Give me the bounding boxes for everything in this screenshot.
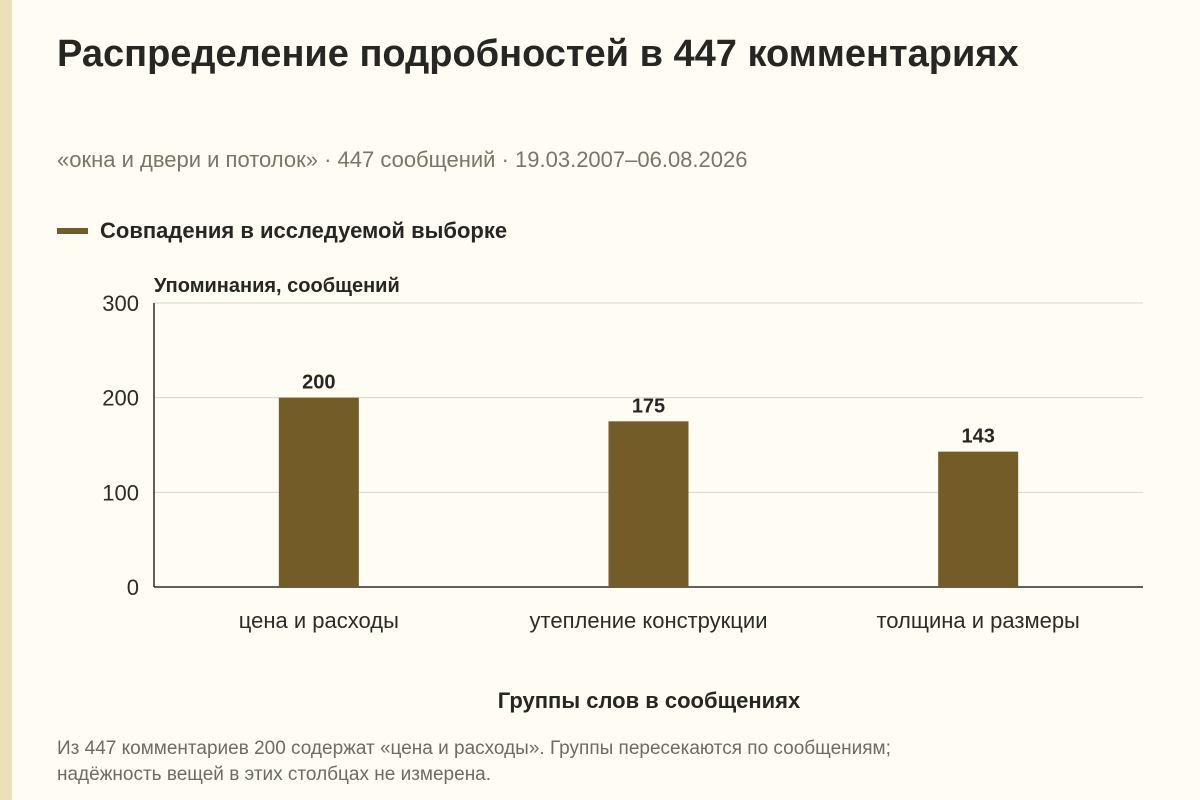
legend-swatch [57,228,88,234]
data-label: 200 [302,372,335,394]
y-tick-label: 100 [102,480,139,505]
legend: Совпадения в исследуемой выборке [57,218,507,244]
data-label: 175 [632,395,665,417]
bar [938,451,1019,587]
x-tick-label: цена и расходы [239,608,399,633]
y-tick-label: 200 [102,386,139,411]
x-tick-label: толщина и размеры [876,608,1079,633]
y-tick-label: 300 [102,291,139,316]
bar [278,397,359,587]
chart-subtitle: «окна и двери и потолок» · 447 сообщений… [57,147,748,172]
x-axis-label: Группы слов в сообщениях [498,688,801,713]
caption-line-1: Из 447 комментариев 200 содержат «цена и… [57,738,891,759]
bar [608,421,689,587]
chart-caption: Из 447 комментариев 200 содержат «цена и… [57,736,1157,788]
chart-title: Распределение подробностей в 447 коммент… [57,33,1019,75]
caption-line-2: надёжность вещей в этих столбцах не изме… [57,764,492,785]
data-label: 143 [961,426,994,448]
y-tick-label: 0 [127,575,139,600]
legend-label: Совпадения в исследуемой выборке [100,218,508,243]
y-axis-label: Упоминания, сообщений [154,275,400,297]
x-tick-label: утепление конструкции [530,608,768,633]
left-accent-bar [0,0,12,800]
